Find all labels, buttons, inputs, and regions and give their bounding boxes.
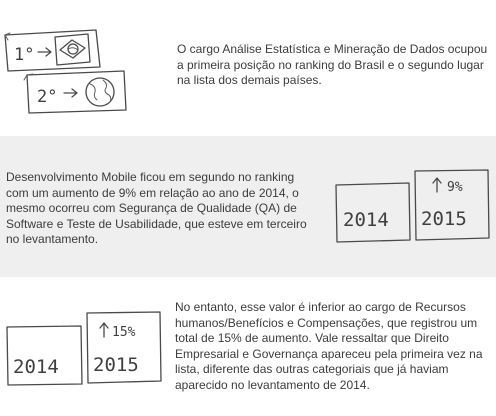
- year-2014-label: 2014: [343, 209, 389, 231]
- mobile-growth-illustration: 2014 9% 2015: [335, 169, 490, 243]
- arrow-up-icon: [99, 322, 109, 338]
- section-mobile: [0, 136, 496, 277]
- increase-label: 9%: [447, 180, 463, 195]
- increase-label: 15%: [112, 325, 136, 340]
- globe-icon: [85, 77, 115, 107]
- ranking-illustration: 1° 2°: [4, 29, 127, 114]
- year-2015-label: 2015: [93, 354, 139, 376]
- year-2015-label: 2015: [421, 208, 467, 230]
- section-hr: [0, 277, 496, 416]
- hr-growth-illustration: 2014 15% 2015: [6, 311, 162, 386]
- year-2015-card: 15% 2015: [86, 311, 162, 384]
- mobile-text: Desenvolvimento Mobile ficou em segundo …: [6, 170, 307, 246]
- rank-2-card: 2°: [23, 70, 127, 114]
- year-2014-card: 2014: [6, 325, 83, 386]
- arrow-icon: [63, 88, 78, 98]
- rank-1-card: 1°: [4, 29, 101, 72]
- arrow-up-icon: [432, 177, 442, 193]
- rank-2-label: 2°: [37, 87, 57, 107]
- year-2014-label: 2014: [13, 356, 59, 378]
- hr-text: No entanto, esse valor é inferior ao car…: [175, 300, 483, 392]
- year-2015-card: 9% 2015: [414, 169, 490, 241]
- brazil-flag-icon: [54, 33, 91, 66]
- arrow-icon: [37, 47, 52, 57]
- ranking-text: O cargo Análise Estatística e Mineração …: [177, 42, 488, 87]
- rank-1-label: 1°: [14, 45, 34, 65]
- year-2014-card: 2014: [335, 182, 411, 243]
